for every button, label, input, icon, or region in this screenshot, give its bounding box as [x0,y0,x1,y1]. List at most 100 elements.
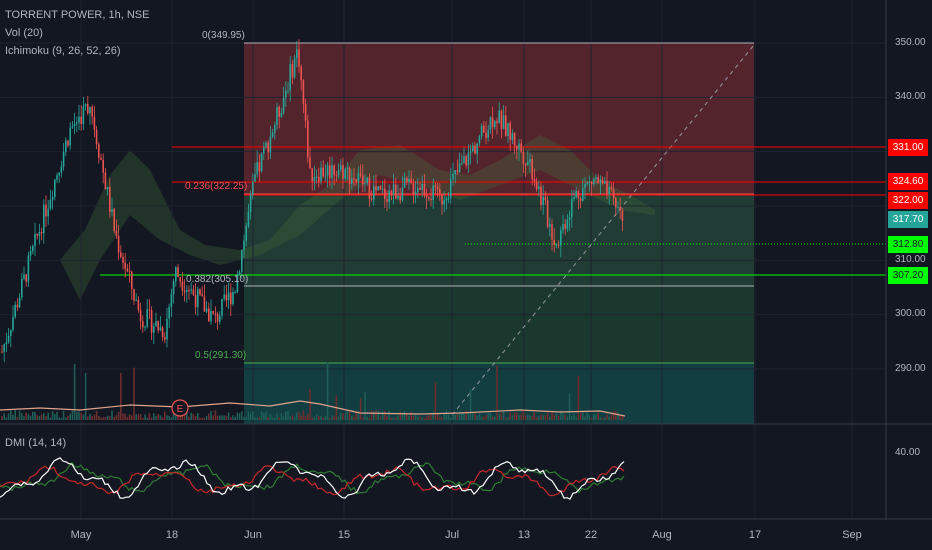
candle-body[interactable] [579,198,582,201]
candle-body[interactable] [82,106,85,124]
candle-body[interactable] [296,49,298,59]
candle-body[interactable] [208,308,210,322]
candle-body[interactable] [584,184,586,189]
candle-body[interactable] [205,308,208,312]
candle-body[interactable] [188,289,190,291]
candle-body[interactable] [216,313,219,322]
candle-body[interactable] [285,90,287,98]
candle-body[interactable] [408,178,410,183]
candle-body[interactable] [236,274,239,293]
candle-body[interactable] [540,186,542,206]
candle-body[interactable] [335,175,338,177]
candle-body[interactable] [87,103,89,114]
candle-body[interactable] [379,186,382,190]
candle-body[interactable] [518,143,520,150]
candle-body[interactable] [395,184,397,199]
candle-body[interactable] [192,289,195,295]
candle-body[interactable] [69,127,71,146]
candle-body[interactable] [386,199,388,203]
candle-body[interactable] [80,116,82,124]
candle-body[interactable] [190,289,192,291]
candle-body[interactable] [472,145,474,152]
candle-body[interactable] [161,327,164,338]
candle-body[interactable] [12,316,14,330]
candle-body[interactable] [282,97,285,113]
candle-body[interactable] [298,49,300,67]
candle-body[interactable] [181,281,184,291]
candle-body[interactable] [267,142,269,153]
candle-body[interactable] [529,159,531,162]
candle-body[interactable] [144,326,146,328]
candle-body[interactable] [150,310,153,333]
candle-body[interactable] [124,262,126,269]
candle-body[interactable] [359,173,362,176]
candle-body[interactable] [32,245,34,252]
candle-body[interactable] [483,125,485,133]
candle-body[interactable] [137,299,140,310]
candle-body[interactable] [375,186,377,191]
candle-body[interactable] [155,321,157,327]
candle-body[interactable] [463,156,465,164]
candle-body[interactable] [40,232,43,234]
candle-body[interactable] [430,198,432,201]
candle-body[interactable] [1,351,3,353]
candle-body[interactable] [51,197,54,200]
candle-body[interactable] [148,309,151,311]
candle-body[interactable] [117,235,120,253]
candle-body[interactable] [302,80,305,104]
candle-body[interactable] [254,174,256,182]
candle-body[interactable] [23,274,25,279]
candle-body[interactable] [428,197,430,199]
candle-body[interactable] [38,232,41,236]
candle-body[interactable] [553,239,555,245]
candle-body[interactable] [344,169,346,179]
candle-body[interactable] [60,166,63,173]
candle-body[interactable] [575,191,577,198]
price-axis[interactable] [886,0,932,520]
candle-body[interactable] [104,172,107,190]
candle-body[interactable] [58,172,60,176]
candle-body[interactable] [128,271,131,273]
candle-body[interactable] [439,188,441,195]
candle-body[interactable] [560,230,562,246]
candle-body[interactable] [232,292,234,305]
candle-body[interactable] [225,294,228,301]
candle-body[interactable] [43,204,45,234]
candle-body[interactable] [480,125,483,137]
candle-body[interactable] [533,179,536,182]
candle-body[interactable] [507,122,509,136]
candle-body[interactable] [287,90,289,92]
candle-body[interactable] [500,110,503,130]
candle-body[interactable] [269,136,272,153]
candle-body[interactable] [417,187,419,193]
candle-body[interactable] [126,268,129,272]
candle-body[interactable] [573,197,575,200]
candle-body[interactable] [509,122,511,140]
candle-body[interactable] [135,299,137,301]
candle-body[interactable] [93,116,96,130]
candle-body[interactable] [56,175,58,180]
candle-body[interactable] [478,136,481,144]
candle-body[interactable] [337,170,340,176]
candle-body[interactable] [256,162,258,175]
candle-body[interactable] [364,183,366,185]
candle-body[interactable] [535,181,538,190]
candle-body[interactable] [95,129,98,145]
candle-body[interactable] [441,194,443,205]
candle-body[interactable] [249,194,252,212]
candle-body[interactable] [590,181,593,185]
candle-body[interactable] [401,187,404,201]
candle-body[interactable] [606,180,608,195]
candle-body[interactable] [322,167,324,177]
candle-body[interactable] [98,144,100,158]
candle-body[interactable] [276,107,278,126]
candle-body[interactable] [25,274,27,282]
candle-body[interactable] [610,186,613,190]
candle-body[interactable] [159,327,162,331]
candle-body[interactable] [549,224,551,227]
candle-body[interactable] [243,240,245,251]
candle-body[interactable] [588,181,591,183]
candle-body[interactable] [142,321,144,328]
candle-body[interactable] [377,186,379,191]
candle-body[interactable] [62,151,65,167]
